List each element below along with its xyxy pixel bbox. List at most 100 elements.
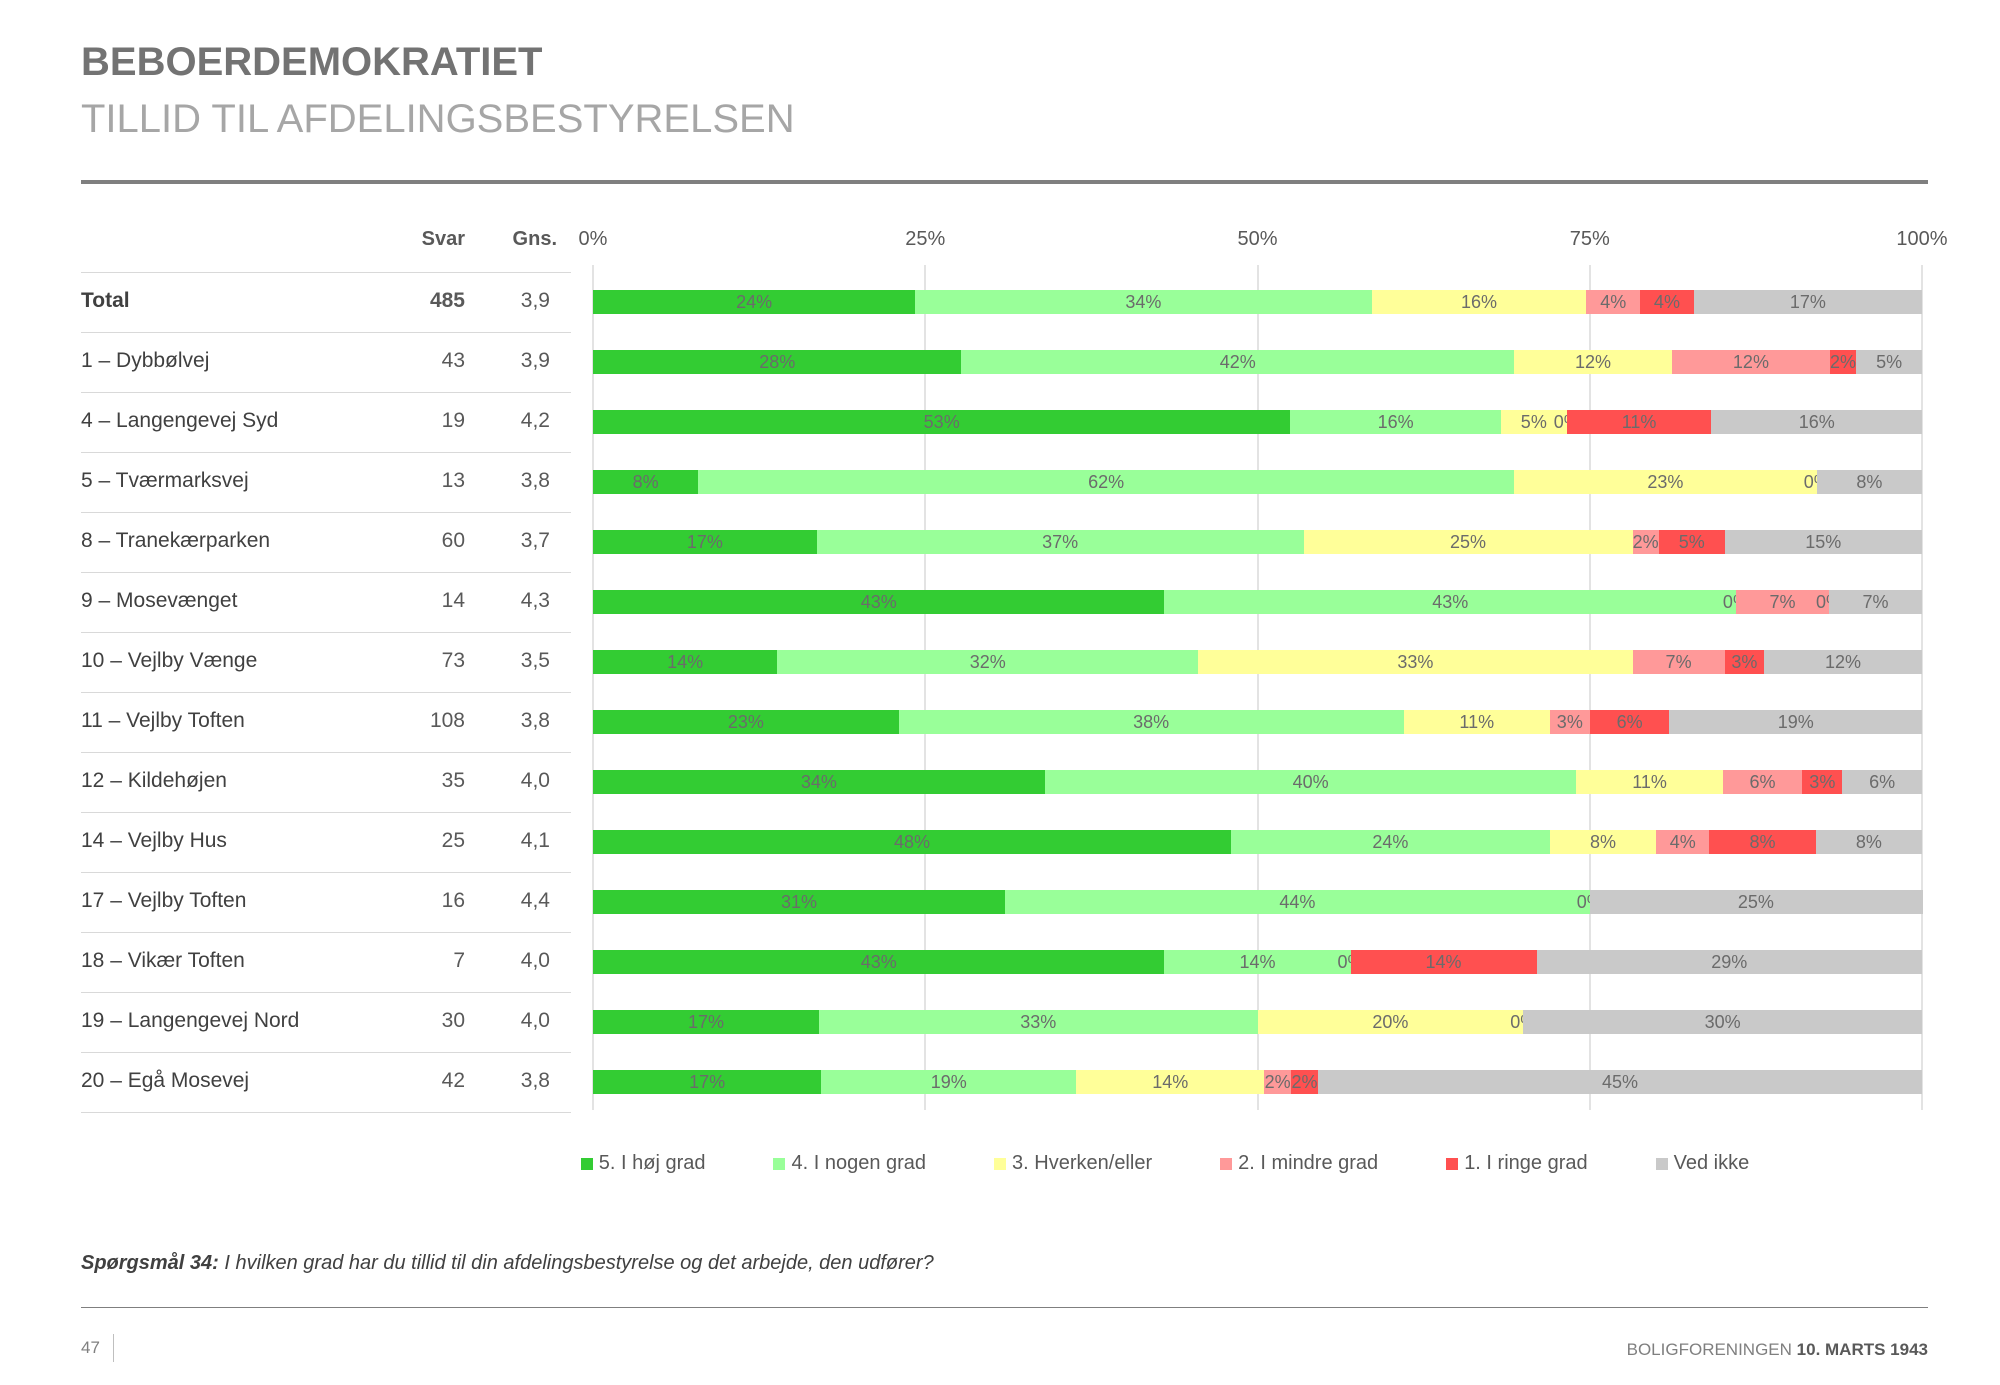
bar-segment	[1693, 290, 1923, 314]
row-divider	[81, 572, 571, 573]
data-label: 8%	[1855, 832, 1882, 852]
data-label: 7%	[1769, 592, 1796, 612]
bar-segment	[915, 290, 1373, 314]
gns-value: 3,9	[520, 349, 550, 372]
bar-segment	[1722, 770, 1803, 794]
bar-segment	[1842, 770, 1923, 794]
question-label: Spørgsmål 34:	[81, 1252, 219, 1274]
gns-value: 3,5	[520, 649, 550, 672]
legend-swatch	[580, 1157, 593, 1170]
gridline	[1256, 265, 1259, 1110]
divider	[81, 180, 1928, 184]
bar-segment	[1669, 710, 1923, 734]
row-divider	[81, 692, 571, 693]
bar-segment	[1076, 1070, 1265, 1094]
svar-value: 14	[441, 589, 465, 612]
data-label: 17%	[689, 1072, 726, 1092]
data-label: 44%	[1279, 892, 1316, 912]
data-label: 3%	[1731, 652, 1758, 672]
gns-value: 4,1	[520, 829, 550, 852]
bar-segment	[1164, 950, 1352, 974]
bar-segment	[1764, 650, 1923, 674]
data-label: 12%	[1732, 352, 1769, 372]
bar-segment	[593, 590, 1165, 614]
divider	[81, 1307, 1928, 1308]
footer: BOLIGFORENINGEN 10. MARTS 1943	[1627, 1340, 1928, 1360]
legend-swatch	[1655, 1157, 1668, 1170]
data-label: 16%	[1798, 412, 1835, 432]
data-label: 24%	[736, 292, 773, 312]
data-label: 6%	[1749, 772, 1776, 792]
bar-segment	[898, 710, 1405, 734]
bar-segment	[1500, 410, 1568, 434]
bar-segment	[1523, 1010, 1923, 1034]
data-label: 2%	[1830, 352, 1857, 372]
data-label: 12%	[1575, 352, 1612, 372]
data-label: 5%	[1678, 532, 1705, 552]
gridline	[592, 265, 594, 1110]
bar-segment	[1549, 830, 1657, 854]
bar-segment	[593, 1010, 820, 1034]
gns-value: 3,8	[520, 469, 550, 492]
data-label: 38%	[1133, 712, 1170, 732]
bar-segment	[1632, 650, 1726, 674]
gns-value: 3,8	[520, 709, 550, 732]
bar-segment	[1829, 350, 1857, 374]
gns-value: 4,0	[520, 769, 550, 792]
data-label: 19%	[930, 1072, 967, 1092]
data-label: 2%	[1291, 1072, 1318, 1092]
data-label: 62%	[1088, 472, 1125, 492]
bar-segment	[961, 350, 1515, 374]
data-label: 32%	[969, 652, 1006, 672]
legend: 5. I høj grad 4. I nogen grad 3. Hverken/e…	[0, 1152, 2000, 1175]
data-label: 24%	[1372, 832, 1409, 852]
legend-item: 2. I mindre grad	[1220, 1152, 1378, 1175]
legend-item: 3. Hverken/eller	[994, 1152, 1152, 1175]
data-label: 28%	[759, 352, 796, 372]
data-label: 43%	[860, 592, 897, 612]
svar-value: 16	[441, 889, 465, 912]
data-label: 14%	[1425, 952, 1462, 972]
data-label: 3%	[1809, 772, 1836, 792]
bar-segment	[1856, 350, 1923, 374]
gns-value: 4,0	[520, 1009, 550, 1032]
svar-value: 42	[441, 1069, 465, 1092]
bar-segment	[1514, 470, 1818, 494]
data-label: 17%	[686, 532, 723, 552]
bar-segment	[593, 890, 1006, 914]
data-label: 3%	[1556, 712, 1583, 732]
data-label: 16%	[1460, 292, 1498, 312]
row-label: 18 – Vikær Toften	[81, 949, 245, 972]
row-label: 12 – Kildehøjen	[81, 769, 227, 792]
gns-value: 3,8	[520, 1069, 550, 1092]
bar-segment	[1549, 710, 1591, 734]
row-label: 4 – Langengevej Syd	[81, 409, 279, 432]
x-tick-label: 100%	[1896, 228, 1948, 250]
gns-value: 4,3	[520, 589, 550, 612]
data-label: 14%	[1239, 952, 1276, 972]
data-label: 7%	[1862, 592, 1889, 612]
data-label: 30%	[1704, 1012, 1741, 1032]
row-divider	[81, 992, 571, 993]
divider	[113, 1334, 114, 1362]
bar-segment	[593, 830, 1232, 854]
legend-label: 5. I høj grad	[598, 1152, 706, 1174]
legend-label: 2. I mindre grad	[1238, 1152, 1379, 1174]
data-label: 5%	[1876, 352, 1903, 372]
bar-segment	[1656, 830, 1710, 854]
legend-swatch	[1220, 1157, 1233, 1170]
bar-segment	[1735, 590, 1830, 614]
data-label: 53%	[923, 412, 960, 432]
bar-segment	[816, 530, 1305, 554]
data-label: 14%	[667, 652, 704, 672]
gns-value: 3,9	[520, 289, 550, 312]
bar-segment	[777, 650, 1199, 674]
bar-segment	[1724, 530, 1923, 554]
data-label: 5%	[1520, 412, 1547, 432]
row-label: 17 – Vejlby Toften	[81, 889, 247, 912]
data-label: 29%	[1711, 952, 1748, 972]
data-label: 4%	[1653, 292, 1680, 312]
footer-org: BOLIGFORENINGEN	[1626, 1340, 1797, 1359]
svar-value: 13	[441, 469, 465, 492]
